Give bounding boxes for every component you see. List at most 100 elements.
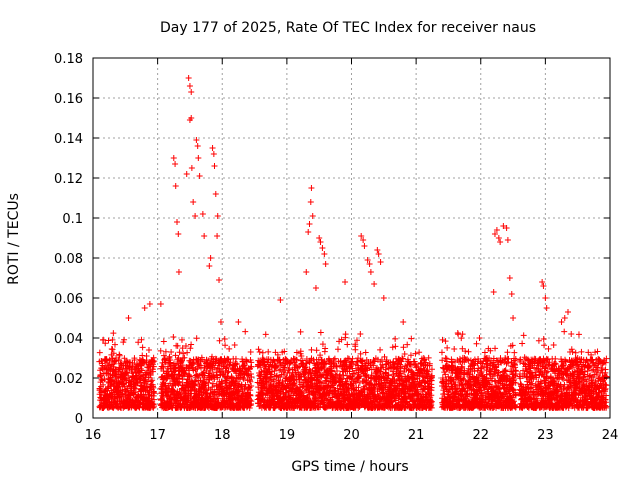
- data-point: [398, 358, 405, 365]
- data-point: [291, 380, 298, 387]
- data-point: [129, 362, 136, 369]
- data-point: [545, 345, 552, 352]
- data-point: [117, 366, 124, 373]
- data-point: [139, 352, 146, 359]
- data-point: [389, 344, 396, 351]
- data-point: [337, 371, 344, 378]
- data-point: [179, 345, 186, 352]
- data-point: [552, 355, 559, 362]
- data-point: [550, 341, 557, 348]
- data-point: [151, 358, 158, 365]
- data-point: [451, 345, 458, 352]
- data-point: [383, 357, 390, 364]
- data-point: [243, 357, 250, 364]
- data-point: [110, 350, 117, 357]
- data-point: [176, 379, 183, 386]
- data-point: [404, 356, 411, 363]
- data-point: [257, 364, 264, 371]
- data-point: [297, 328, 304, 335]
- data-point: [231, 341, 238, 348]
- data-point: [400, 344, 407, 351]
- data-point: [256, 349, 263, 356]
- data-point: [241, 386, 248, 393]
- data-point: [313, 347, 320, 354]
- data-point: [248, 374, 255, 381]
- data-point: [211, 376, 218, 383]
- data-point: [504, 359, 511, 366]
- data-point: [262, 331, 269, 338]
- data-point: [121, 355, 128, 362]
- data-point: [428, 401, 435, 408]
- data-point: [561, 328, 568, 335]
- data-point: [97, 371, 104, 378]
- data-point: [170, 334, 177, 341]
- data-point: [180, 350, 187, 357]
- data-point: [383, 376, 390, 383]
- data-point: [247, 392, 254, 399]
- data-point: [151, 396, 158, 403]
- data-point: [279, 378, 286, 385]
- data-point: [407, 361, 414, 368]
- data-point: [331, 355, 338, 362]
- data-point: [281, 371, 288, 378]
- data-point: [355, 384, 362, 391]
- data-point: [407, 352, 414, 359]
- data-point: [308, 346, 315, 353]
- data-point: [226, 345, 233, 352]
- data-point: [138, 367, 145, 374]
- data-point: [119, 379, 126, 386]
- data-point: [138, 336, 145, 343]
- data-point: [271, 378, 278, 385]
- data-point: [247, 378, 254, 385]
- data-point: [323, 395, 330, 402]
- data-point: [345, 384, 352, 391]
- data-point: [357, 331, 364, 338]
- grid: [93, 58, 610, 418]
- data-point: [96, 349, 103, 356]
- data-point: [541, 342, 548, 349]
- data-point: [124, 369, 131, 376]
- data-point: [273, 372, 280, 379]
- data-point: [315, 361, 322, 368]
- data-point: [221, 336, 228, 343]
- data-point: [143, 357, 150, 364]
- data-point: [428, 392, 435, 399]
- data-point: [412, 350, 419, 357]
- data-point: [248, 398, 255, 405]
- data-point: [259, 349, 266, 356]
- data-point: [186, 373, 193, 380]
- data-point: [393, 378, 400, 385]
- data-point: [298, 352, 305, 359]
- data-point: [273, 364, 280, 371]
- data-point: [245, 383, 252, 390]
- data-point: [421, 356, 428, 363]
- data-point: [151, 390, 158, 397]
- data-point: [174, 360, 181, 367]
- data-point: [424, 367, 431, 374]
- data-point: [511, 349, 518, 356]
- data-point: [426, 360, 433, 367]
- data-point: [216, 337, 223, 344]
- data-point: [147, 372, 154, 379]
- data-point: [157, 347, 164, 354]
- data-point: [111, 341, 118, 348]
- data-point: [160, 338, 167, 345]
- data-point: [438, 349, 445, 356]
- data-point: [400, 382, 407, 389]
- data-point: [476, 335, 483, 342]
- data-point: [319, 341, 326, 348]
- data-point: [404, 341, 411, 348]
- data-point: [243, 358, 250, 365]
- data-point: [413, 363, 420, 370]
- data-point: [163, 386, 170, 393]
- data-point: [421, 386, 428, 393]
- data-point: [317, 352, 324, 359]
- data-point: [101, 365, 108, 372]
- data-point: [227, 359, 234, 366]
- data-point: [459, 331, 466, 338]
- data-point: [151, 403, 158, 410]
- data-point: [268, 371, 275, 378]
- data-point: [198, 354, 205, 361]
- data-point: [380, 387, 387, 394]
- data-point: [293, 349, 300, 356]
